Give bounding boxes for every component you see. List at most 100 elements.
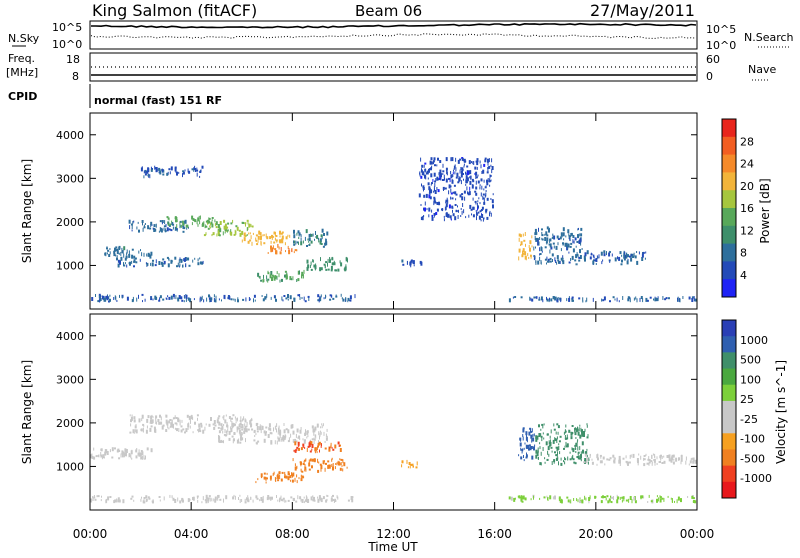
data-cell bbox=[560, 499, 563, 504]
data-cell bbox=[218, 441, 221, 443]
data-cell bbox=[692, 497, 695, 500]
data-cell bbox=[533, 246, 535, 251]
data-cell bbox=[331, 446, 333, 449]
data-cell bbox=[152, 298, 154, 301]
data-cell bbox=[454, 171, 456, 175]
data-cell bbox=[623, 497, 625, 502]
data-cell bbox=[472, 161, 474, 165]
data-cell bbox=[631, 253, 634, 258]
data-cell bbox=[465, 175, 468, 180]
data-cell bbox=[187, 423, 190, 428]
data-cell bbox=[218, 415, 221, 418]
data-cell bbox=[188, 498, 191, 501]
data-cell bbox=[304, 236, 306, 241]
data-cell bbox=[279, 435, 281, 439]
data-cell bbox=[320, 465, 323, 470]
data-cell bbox=[486, 197, 489, 201]
data-cell bbox=[552, 496, 554, 500]
data-cell bbox=[428, 214, 430, 218]
data-cell bbox=[178, 428, 180, 432]
data-cell bbox=[544, 233, 546, 236]
data-cell bbox=[294, 477, 296, 482]
data-cell bbox=[552, 259, 553, 262]
data-cell bbox=[189, 425, 191, 429]
data-cell bbox=[430, 161, 433, 165]
data-cell bbox=[256, 426, 259, 430]
data-cell bbox=[155, 296, 157, 300]
data-cell bbox=[546, 226, 549, 230]
data-cell bbox=[210, 297, 213, 301]
data-cell bbox=[165, 224, 167, 227]
data-cell bbox=[304, 433, 307, 436]
data-cell bbox=[124, 448, 127, 453]
data-cell bbox=[158, 230, 160, 233]
data-cell bbox=[559, 435, 562, 438]
data-cell bbox=[429, 160, 432, 165]
data-cell bbox=[186, 414, 189, 418]
data-cell bbox=[197, 417, 198, 421]
data-cell bbox=[339, 260, 341, 264]
data-cell bbox=[578, 233, 580, 237]
data-cell bbox=[157, 419, 160, 422]
data-cell bbox=[97, 495, 100, 498]
data-cell bbox=[278, 471, 281, 475]
data-cell bbox=[584, 453, 587, 457]
data-cell bbox=[164, 230, 167, 233]
colorbar-segment bbox=[722, 433, 736, 450]
data-cell bbox=[176, 265, 178, 268]
data-cell bbox=[136, 226, 138, 230]
data-cell bbox=[332, 466, 334, 471]
data-cell bbox=[133, 416, 136, 420]
data-cell bbox=[451, 157, 454, 162]
data-cell bbox=[436, 164, 438, 167]
data-cell bbox=[636, 298, 638, 303]
data-cell bbox=[434, 164, 436, 167]
data-cell bbox=[92, 496, 94, 499]
data-cell bbox=[552, 439, 555, 444]
data-cell bbox=[318, 431, 320, 436]
data-cell bbox=[421, 164, 424, 168]
data-cell bbox=[249, 239, 252, 242]
data-cell bbox=[304, 446, 306, 449]
data-cell bbox=[643, 457, 645, 461]
data-cell bbox=[324, 242, 327, 246]
data-cell bbox=[311, 425, 314, 429]
data-cell bbox=[447, 213, 450, 218]
data-cell bbox=[570, 499, 572, 504]
data-cell bbox=[476, 161, 479, 166]
data-cell bbox=[282, 435, 285, 439]
data-cell bbox=[299, 496, 302, 500]
data-cell bbox=[537, 450, 539, 453]
data-cell bbox=[325, 462, 327, 465]
data-cell bbox=[579, 446, 581, 451]
data-cell bbox=[229, 297, 231, 300]
data-cell bbox=[586, 455, 588, 458]
data-cell bbox=[576, 263, 578, 266]
data-cell bbox=[458, 177, 461, 182]
data-cell bbox=[538, 433, 541, 437]
cpid-text: normal (fast) 151 RF bbox=[94, 94, 222, 107]
data-cell bbox=[457, 181, 460, 184]
data-cell bbox=[632, 453, 635, 458]
data-cell bbox=[332, 448, 335, 451]
data-cell bbox=[178, 171, 180, 174]
data-cell bbox=[270, 442, 273, 445]
data-cell bbox=[477, 211, 480, 214]
data-cell bbox=[207, 221, 209, 225]
data-cell bbox=[209, 300, 212, 302]
data-cell bbox=[294, 463, 296, 467]
data-cell bbox=[428, 168, 430, 173]
data-cell bbox=[518, 495, 521, 499]
data-cell bbox=[443, 174, 445, 179]
y-tick-label: 4000 bbox=[56, 330, 84, 343]
data-cell bbox=[543, 496, 546, 499]
data-cell bbox=[238, 429, 241, 434]
data-cell bbox=[293, 229, 295, 234]
data-cell bbox=[168, 228, 171, 231]
data-cell bbox=[131, 225, 133, 229]
data-cell bbox=[524, 255, 527, 260]
data-cell bbox=[541, 437, 543, 442]
data-cell bbox=[325, 433, 327, 438]
data-cell bbox=[629, 496, 632, 500]
data-cell bbox=[585, 497, 587, 501]
